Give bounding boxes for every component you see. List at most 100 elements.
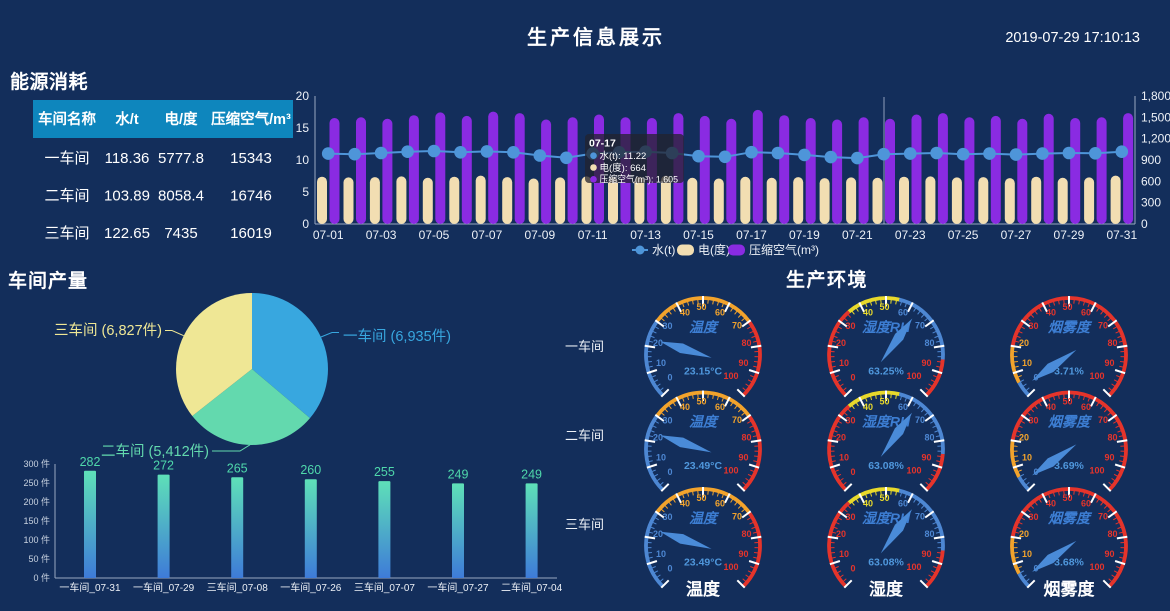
svg-text:60: 60	[715, 402, 725, 412]
svg-text:103.89: 103.89	[104, 188, 150, 205]
svg-text:60: 60	[898, 402, 908, 412]
svg-text:电(度): 664: 电(度): 664	[600, 162, 646, 174]
svg-text:260: 260	[300, 463, 321, 477]
svg-text:300: 300	[1141, 196, 1161, 210]
svg-text:80: 80	[1107, 529, 1117, 539]
svg-text:40: 40	[863, 308, 873, 318]
svg-text:70: 70	[1098, 321, 1108, 331]
svg-text:80: 80	[741, 529, 751, 539]
svg-text:23.15°C: 23.15°C	[684, 366, 722, 378]
svg-text:50: 50	[1062, 302, 1072, 312]
svg-text:900: 900	[1141, 153, 1161, 167]
svg-text:100: 100	[723, 562, 738, 572]
svg-text:二车间_07-04: 二车间_07-04	[501, 581, 563, 594]
svg-text:90: 90	[738, 549, 748, 559]
svg-text:三车间: 三车间	[565, 517, 604, 532]
svg-text:07-17: 07-17	[589, 138, 616, 150]
svg-text:一车间: 一车间	[44, 150, 89, 167]
svg-text:70: 70	[732, 321, 742, 331]
svg-text:100: 100	[723, 466, 738, 476]
svg-text:水(t): 11.22: 水(t): 11.22	[600, 150, 647, 162]
svg-text:一车间: 一车间	[565, 339, 604, 354]
svg-text:20: 20	[1019, 529, 1029, 539]
svg-text:100: 100	[906, 466, 921, 476]
svg-text:烟雾度: 烟雾度	[1044, 579, 1096, 599]
svg-text:600: 600	[1141, 174, 1161, 188]
svg-text:5777.8: 5777.8	[158, 150, 204, 167]
svg-text:50: 50	[879, 493, 889, 503]
svg-text:07-07: 07-07	[472, 228, 503, 242]
svg-text:30: 30	[1028, 321, 1038, 331]
svg-text:压缩空气/m³: 压缩空气/m³	[211, 110, 291, 128]
svg-text:70: 70	[1098, 415, 1108, 425]
svg-text:3.71%: 3.71%	[1054, 366, 1084, 378]
svg-text:23.49°C: 23.49°C	[684, 460, 722, 472]
svg-text:50: 50	[879, 302, 889, 312]
svg-text:1,500: 1,500	[1141, 110, 1170, 124]
svg-text:烟雾度: 烟雾度	[1048, 414, 1093, 430]
svg-text:50: 50	[1062, 397, 1072, 407]
svg-text:80: 80	[1107, 338, 1117, 348]
svg-text:70: 70	[1098, 512, 1108, 522]
svg-text:16746: 16746	[230, 188, 272, 205]
svg-text:一车间_07-31: 一车间_07-31	[59, 581, 121, 594]
svg-text:63.08%: 63.08%	[868, 460, 904, 472]
svg-text:70: 70	[915, 512, 925, 522]
svg-text:二车间 (5,412件): 二车间 (5,412件)	[101, 443, 209, 460]
svg-text:20: 20	[836, 433, 846, 443]
svg-text:二车间: 二车间	[565, 428, 604, 443]
svg-text:10: 10	[656, 549, 666, 559]
svg-text:150 件: 150 件	[23, 515, 50, 526]
svg-text:0 件: 0 件	[33, 572, 50, 583]
svg-text:07-15: 07-15	[683, 228, 714, 242]
svg-text:255: 255	[374, 465, 395, 479]
svg-text:100: 100	[1089, 562, 1104, 572]
svg-text:90: 90	[921, 358, 931, 368]
svg-text:20: 20	[836, 529, 846, 539]
svg-text:40: 40	[1046, 308, 1056, 318]
svg-text:200 件: 200 件	[23, 496, 50, 507]
svg-text:100: 100	[1089, 371, 1104, 381]
svg-text:07-13: 07-13	[630, 228, 661, 242]
svg-text:250 件: 250 件	[23, 477, 50, 488]
svg-text:三车间: 三车间	[44, 225, 89, 242]
svg-text:3.69%: 3.69%	[1054, 460, 1084, 472]
svg-text:07-21: 07-21	[842, 228, 873, 242]
svg-text:60: 60	[1081, 308, 1091, 318]
svg-text:5: 5	[302, 185, 309, 199]
svg-text:07-11: 07-11	[578, 228, 608, 242]
svg-text:20: 20	[653, 529, 663, 539]
svg-text:20: 20	[653, 433, 663, 443]
svg-text:生产信息展示: 生产信息展示	[527, 25, 665, 49]
svg-text:118.36: 118.36	[105, 150, 150, 167]
svg-text:80: 80	[741, 338, 751, 348]
svg-text:生产环境: 生产环境	[786, 268, 868, 291]
svg-text:湿度: 湿度	[869, 579, 904, 599]
svg-text:122.65: 122.65	[104, 225, 150, 242]
svg-text:0: 0	[850, 467, 855, 477]
svg-text:车间产量: 车间产量	[8, 269, 88, 292]
svg-text:压缩空气(m³): 压缩空气(m³)	[749, 242, 819, 257]
svg-text:20: 20	[1019, 433, 1029, 443]
svg-text:一车间 (6,935件): 一车间 (6,935件)	[343, 328, 451, 345]
svg-text:3.68%: 3.68%	[1054, 557, 1084, 569]
svg-text:60: 60	[1081, 499, 1091, 509]
svg-text:07-19: 07-19	[789, 228, 820, 242]
svg-text:烟雾度: 烟雾度	[1048, 510, 1093, 526]
svg-text:10: 10	[296, 153, 310, 167]
svg-text:10: 10	[839, 358, 849, 368]
svg-text:20: 20	[296, 89, 310, 103]
svg-text:7435: 7435	[164, 225, 197, 242]
svg-text:80: 80	[924, 433, 934, 443]
svg-text:30: 30	[845, 321, 855, 331]
svg-text:30: 30	[662, 416, 672, 426]
svg-text:90: 90	[921, 453, 931, 463]
svg-text:30: 30	[1028, 512, 1038, 522]
svg-text:249: 249	[448, 467, 469, 481]
svg-text:0: 0	[667, 467, 672, 477]
svg-text:2019-07-29 17:10:13: 2019-07-29 17:10:13	[1005, 30, 1140, 46]
svg-text:70: 70	[915, 415, 925, 425]
svg-text:60: 60	[1081, 402, 1091, 412]
svg-text:15: 15	[296, 121, 310, 135]
svg-text:100: 100	[906, 562, 921, 572]
